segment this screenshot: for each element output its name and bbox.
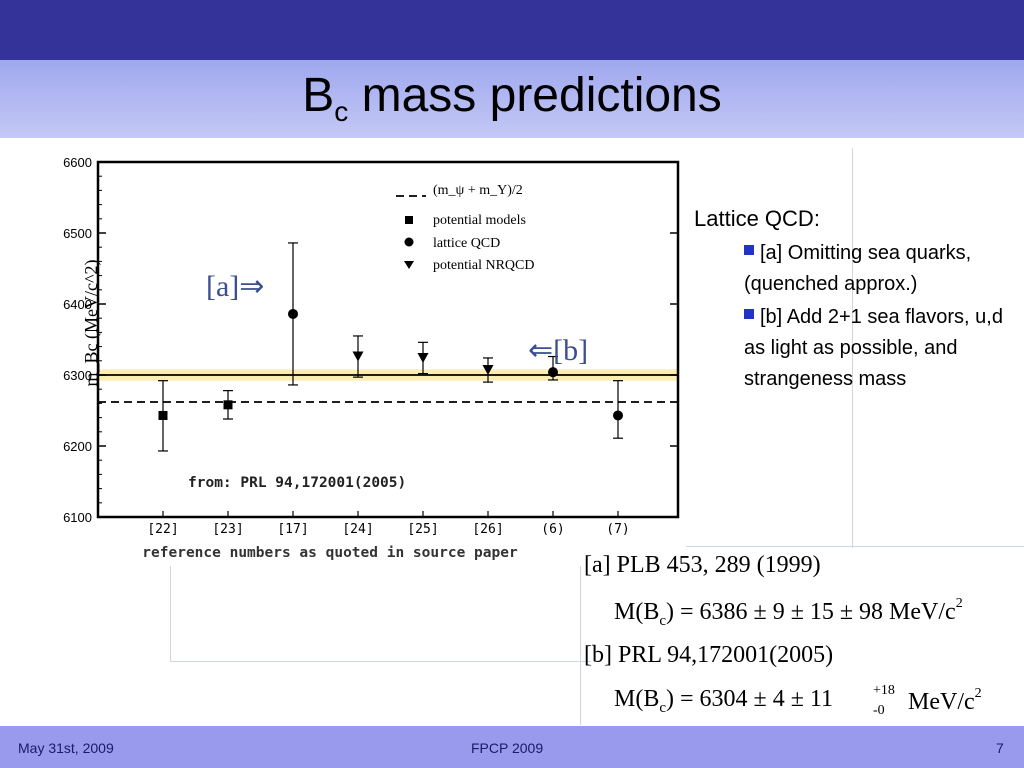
legend-entry-lattice-qcd: lattice QCD bbox=[433, 236, 500, 251]
annotation-b: ⇐[b] bbox=[528, 334, 588, 367]
y-tick-label: 6300 bbox=[63, 368, 92, 383]
data-point-triangle bbox=[352, 351, 364, 362]
y-tick-label: 6100 bbox=[63, 510, 92, 525]
legend-entry-potential-nrqcd: potential NRQCD bbox=[433, 258, 535, 273]
chart-legend: (m_ψ + m_Υ)/2 potential models lattice Q… bbox=[396, 183, 535, 273]
top-bar bbox=[0, 0, 1024, 60]
footer-bar: May 31st, 2009 FPCP 2009 7 bbox=[0, 726, 1024, 768]
frame-divider bbox=[852, 148, 853, 548]
ref-b-equation: M(Bc) = 6304 ± 4 ± 11 bbox=[614, 686, 833, 717]
frame-left bbox=[170, 540, 591, 662]
y-axis-label: m_Bc (MeV/c^2) bbox=[81, 260, 102, 387]
data-point-circle bbox=[548, 367, 558, 378]
plot-frame bbox=[96, 160, 680, 519]
footer-conference: FPCP 2009 bbox=[471, 740, 544, 756]
eq-b-lhs: M(B bbox=[614, 686, 660, 712]
ref-a-citation: [a] PLB 453, 289 (1999) bbox=[584, 552, 821, 578]
lattice-heading: Lattice QCD: bbox=[694, 206, 820, 231]
x-tick-label: [17] bbox=[277, 522, 308, 537]
lattice-bullet-a-text: [a] Omitting sea quarks, (quenched appro… bbox=[744, 242, 972, 295]
y-tick-label: 6500 bbox=[63, 226, 92, 241]
data-point-square bbox=[158, 410, 168, 420]
eq-a-sup: 2 bbox=[955, 596, 963, 611]
lattice-qcd-notes: Lattice QCD: [a] Omitting sea quarks, (q… bbox=[694, 206, 1014, 397]
data-point-square bbox=[223, 400, 233, 410]
x-tick-label: [24] bbox=[342, 522, 373, 537]
eq-b-rhs: ) = 6304 ± 4 ± 11 bbox=[666, 686, 833, 712]
x-tick-label: [22] bbox=[147, 522, 178, 537]
data-point-triangle bbox=[482, 365, 494, 376]
y-tick-label: 6200 bbox=[63, 439, 92, 454]
title-main: B bbox=[302, 69, 335, 122]
title-bar bbox=[0, 60, 1024, 138]
eq-b-plus-error: +18 bbox=[873, 683, 895, 698]
legend-square-swatch bbox=[405, 216, 413, 224]
x-tick-label: [23] bbox=[212, 522, 243, 537]
annotation-a: [a]⇒ bbox=[206, 270, 264, 303]
eq-b-sub: c bbox=[659, 700, 667, 716]
title-rest: mass predictions bbox=[348, 69, 722, 122]
bc-mass-chart: 6100 6200 6300 6400 6500 6600 [22] [23] [17] [24… bbox=[18, 148, 686, 566]
eq-a-rhs: ) = 6386 ± 9 ± 15 ± 98 MeV/c bbox=[666, 599, 956, 625]
chart-bg bbox=[18, 148, 686, 566]
bullet-square-icon bbox=[744, 309, 754, 319]
ref-b-unit: MeV/c2 bbox=[908, 686, 982, 716]
data-point-triangle bbox=[417, 352, 429, 363]
lattice-bullet-b: [b] Add 2+1 sea flavors, u,d as light as… bbox=[744, 302, 1014, 395]
frame-right bbox=[580, 546, 1024, 725]
x-tick-label: [25] bbox=[407, 522, 438, 537]
x-tick-label: [26] bbox=[472, 522, 503, 537]
legend-circle-swatch bbox=[404, 237, 414, 247]
eq-b-minus-error: -0 bbox=[873, 703, 885, 718]
legend-triangle-swatch bbox=[404, 261, 414, 269]
y-tick-label: 6400 bbox=[63, 297, 92, 312]
x-tick-label: (7) bbox=[606, 522, 629, 537]
bullet-square-icon bbox=[744, 245, 754, 255]
eq-a-sub: c bbox=[659, 613, 667, 629]
slide-title: Bc mass predictions bbox=[0, 68, 1024, 128]
data-point-circle bbox=[288, 308, 298, 319]
legend-entry-average: (m_ψ + m_Υ)/2 bbox=[433, 183, 523, 198]
data-point-circle bbox=[613, 410, 623, 421]
lattice-bullet-a: [a] Omitting sea quarks, (quenched appro… bbox=[744, 238, 1014, 300]
y-tick-label: 6600 bbox=[63, 155, 92, 170]
legend-entry-potential-models: potential models bbox=[433, 213, 526, 228]
source-annotation: from: PRL 94,172001(2005) bbox=[188, 475, 406, 491]
eq-a-lhs: M(B bbox=[614, 599, 660, 625]
eq-b-unit: MeV/c bbox=[908, 689, 975, 715]
ref-a-equation: M(Bc) = 6386 ± 9 ± 15 ± 98 MeV/c2 bbox=[614, 596, 963, 630]
ref-b-citation: [b] PRL 94,172001(2005) bbox=[584, 642, 834, 668]
eq-b-sup: 2 bbox=[974, 686, 982, 701]
x-axis-label: reference numbers as quoted in source pa… bbox=[142, 545, 518, 561]
lattice-bullet-b-text: [b] Add 2+1 sea flavors, u,d as light as… bbox=[744, 306, 1003, 390]
footer-date: May 31st, 2009 bbox=[18, 740, 114, 756]
x-tick-label: (6) bbox=[541, 522, 564, 537]
title-sub: c bbox=[334, 96, 349, 127]
footer-page-number: 7 bbox=[996, 740, 1004, 756]
